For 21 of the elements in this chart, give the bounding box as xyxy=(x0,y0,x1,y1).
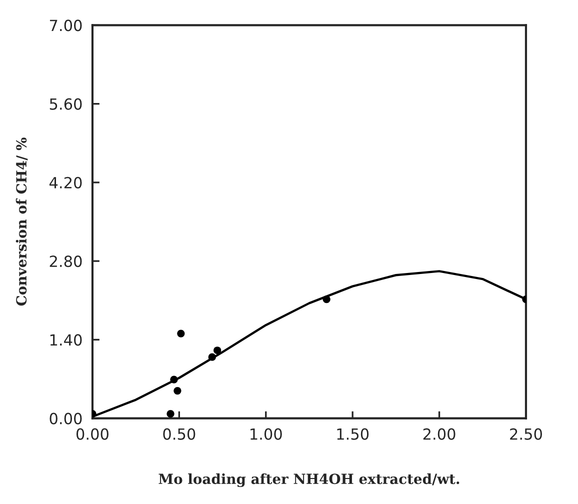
y-tick-label: 1.40 xyxy=(50,334,82,346)
x-tick-label: 1.00 xyxy=(250,428,282,440)
point xyxy=(214,346,222,354)
y-tick-label: 2.80 xyxy=(50,256,82,268)
point xyxy=(177,330,185,338)
y-tick-label: 0.00 xyxy=(50,412,82,424)
point xyxy=(174,387,182,395)
x-tick-label: 2.50 xyxy=(510,428,542,440)
y-tick-label: 7.00 xyxy=(50,20,82,32)
x-tick-label: 0.50 xyxy=(163,428,196,440)
y-axis-title: Conversion of CH4/ % xyxy=(16,138,28,306)
point xyxy=(166,410,174,418)
point xyxy=(208,353,216,361)
x-tick-label: 0.00 xyxy=(76,428,108,440)
point xyxy=(170,376,178,384)
y-tick-label: 5.60 xyxy=(50,98,82,110)
x-tick-label: 2.00 xyxy=(423,428,456,440)
x-tick-label: 1.50 xyxy=(337,428,369,440)
x-axis-title: Mo loading after NH4OH extracted/wt. xyxy=(158,473,460,488)
point xyxy=(322,295,330,304)
y-tick-label: 4.20 xyxy=(49,176,82,188)
